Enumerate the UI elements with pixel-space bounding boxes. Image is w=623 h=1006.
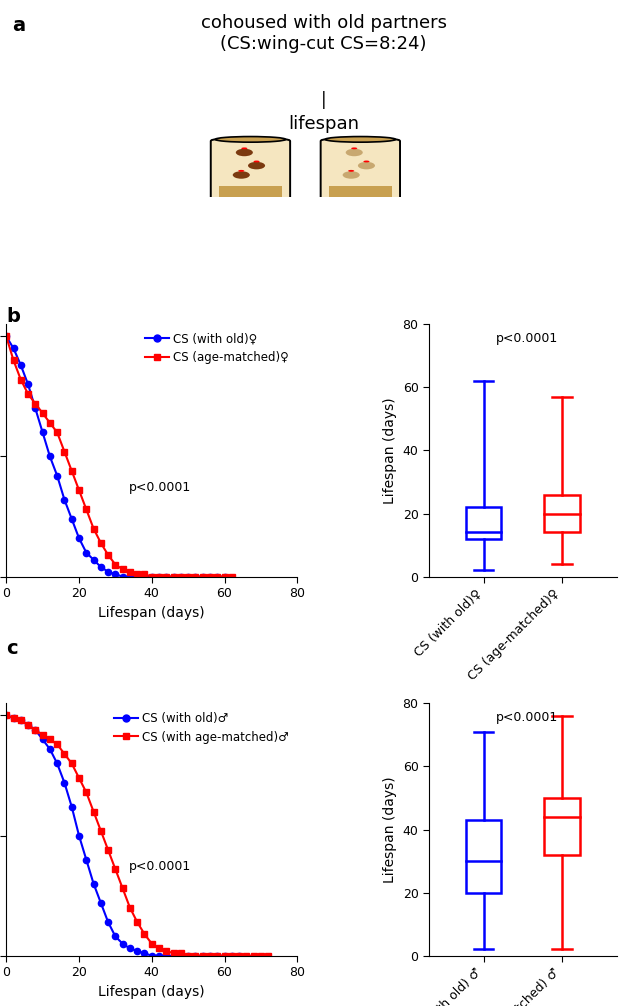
Ellipse shape: [348, 170, 354, 172]
Ellipse shape: [254, 161, 260, 162]
Text: p<0.0001: p<0.0001: [128, 481, 191, 494]
X-axis label: Lifespan (days): Lifespan (days): [98, 985, 205, 999]
Text: c: c: [6, 639, 18, 658]
Ellipse shape: [248, 162, 265, 169]
Bar: [545, 495, 579, 532]
Bar: [466, 507, 502, 539]
Y-axis label: Lifespan (days): Lifespan (days): [383, 777, 397, 883]
Ellipse shape: [351, 148, 358, 149]
Ellipse shape: [363, 161, 369, 162]
Bar: [328, 186, 392, 197]
Ellipse shape: [343, 171, 359, 179]
Ellipse shape: [233, 171, 250, 179]
Text: |: |: [321, 91, 326, 109]
Ellipse shape: [325, 137, 396, 142]
Ellipse shape: [358, 162, 375, 169]
Bar: [466, 820, 502, 892]
FancyBboxPatch shape: [321, 140, 400, 199]
Text: cohoused with old partners
(CS:wing-cut CS=8:24): cohoused with old partners (CS:wing-cut …: [201, 14, 447, 52]
Ellipse shape: [235, 149, 253, 156]
Legend: CS (with old)♂, CS (with age-matched)♂: CS (with old)♂, CS (with age-matched)♂: [112, 709, 292, 746]
Text: p<0.0001: p<0.0001: [495, 711, 558, 724]
Text: a: a: [12, 16, 26, 34]
Bar: [219, 186, 282, 197]
Text: p<0.0001: p<0.0001: [128, 860, 191, 873]
Ellipse shape: [238, 170, 244, 172]
FancyBboxPatch shape: [211, 140, 290, 199]
X-axis label: Lifespan (days): Lifespan (days): [98, 606, 205, 620]
Bar: [545, 798, 579, 855]
Ellipse shape: [216, 137, 285, 142]
Legend: CS (with old)♀, CS (age-matched)♀: CS (with old)♀, CS (age-matched)♀: [143, 330, 292, 367]
Text: p<0.0001: p<0.0001: [495, 332, 558, 345]
Text: lifespan: lifespan: [288, 115, 359, 133]
Y-axis label: Lifespan (days): Lifespan (days): [383, 397, 397, 504]
Text: b: b: [6, 307, 20, 326]
Ellipse shape: [241, 148, 247, 149]
Ellipse shape: [346, 149, 363, 156]
